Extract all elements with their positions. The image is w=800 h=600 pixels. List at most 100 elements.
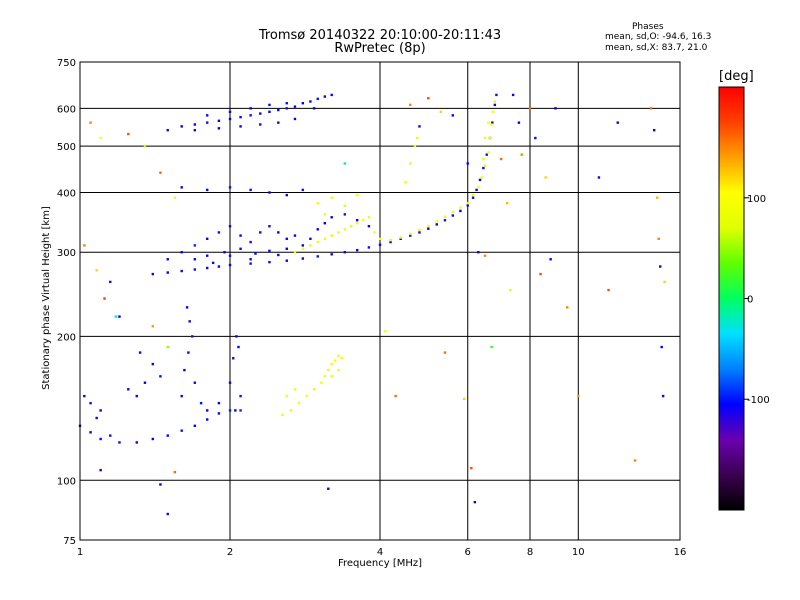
echo-point [151, 362, 155, 366]
echo-point [528, 107, 532, 110]
echo-point [435, 220, 438, 223]
echo-point [316, 228, 319, 231]
colorbar [718, 86, 745, 511]
echo-point [103, 297, 106, 300]
echo-point [491, 121, 494, 124]
echo-point [268, 110, 271, 114]
echo-point [217, 265, 221, 268]
echo-point [415, 136, 419, 140]
echo-point [138, 351, 142, 354]
echo-point [249, 107, 252, 110]
echo-point [193, 424, 197, 428]
echo-point [355, 193, 359, 197]
echo-point [663, 280, 666, 284]
echo-point [478, 178, 482, 182]
echo-point [268, 225, 271, 228]
echo-point [323, 95, 327, 98]
echo-point [187, 351, 190, 354]
y-tick-label: 75 [63, 536, 76, 547]
y-axis: 75 100 200 300 400 500 600 750 [57, 58, 76, 547]
echo-point [95, 269, 98, 272]
echo-point [183, 368, 186, 372]
echo-point [301, 188, 305, 192]
echo-point [355, 248, 359, 252]
echo-point [180, 269, 183, 273]
echo-point [470, 466, 473, 470]
echo-point [191, 335, 194, 338]
echo-point [462, 397, 466, 401]
echo-point [384, 330, 387, 333]
echo-point [249, 258, 252, 261]
echo-point [544, 176, 547, 179]
x-tick-label: 10 [572, 547, 585, 558]
echo-point [487, 151, 490, 154]
echo-point [483, 164, 487, 167]
echo-point [427, 96, 430, 100]
y-tick-label: 200 [57, 332, 76, 343]
echo-point [235, 335, 238, 338]
echo-point [239, 125, 242, 128]
echo-point [239, 409, 242, 412]
echo-point [655, 196, 659, 199]
echo-point [228, 186, 232, 189]
y-tick-label: 100 [57, 476, 76, 487]
echo-point [249, 114, 252, 117]
echo-point [337, 368, 340, 372]
echo-point [217, 401, 221, 405]
colorbar-ticks: 100 0 -100 [744, 194, 770, 406]
echo-point [193, 244, 197, 247]
echo-point [217, 231, 221, 234]
echo-point [492, 110, 495, 114]
echo-point [228, 110, 232, 114]
echo-point [466, 162, 469, 165]
echo-point [151, 437, 155, 441]
echo-point [135, 441, 138, 444]
echo-point [337, 354, 340, 358]
echo-point [268, 249, 271, 253]
echo-point [657, 237, 660, 241]
echo-point [367, 225, 371, 228]
echo-point [293, 105, 297, 108]
echo-point [320, 381, 323, 384]
echo-point [205, 237, 209, 241]
echo-point [477, 186, 480, 189]
echo-point [293, 251, 297, 254]
echo-point [399, 236, 402, 239]
echo-point [323, 213, 327, 216]
echo-point [228, 225, 232, 228]
echo-point [89, 401, 92, 405]
echo-point [340, 357, 343, 360]
phases-x-stats: mean, sd,X: 83.7, 21.0 [605, 43, 708, 53]
echo-point [477, 251, 480, 254]
echo-point [277, 253, 280, 257]
echo-point [337, 231, 340, 234]
echo-point [127, 132, 130, 136]
echo-point [199, 401, 203, 405]
echo-point [285, 237, 288, 241]
echo-point [330, 216, 333, 219]
echo-point [633, 459, 637, 462]
echo-point [459, 209, 462, 213]
echo-point [228, 254, 232, 257]
echo-point [483, 136, 487, 140]
y-tick-label: 500 [57, 142, 76, 153]
echo-point [239, 115, 242, 119]
echo-point [180, 251, 183, 254]
echo-point [249, 240, 252, 244]
echo-point [180, 125, 183, 128]
phases-o-stats: mean, sd,O: -94.6, 16.3 [605, 32, 712, 42]
echo-point [89, 121, 92, 124]
echo-point [312, 107, 316, 110]
colorbar-tick-label: -100 [747, 395, 770, 406]
echo-point [193, 258, 197, 261]
grid-lines [80, 62, 680, 540]
x-tick-label: 6 [465, 547, 471, 558]
echo-point [439, 110, 443, 114]
echo-point [355, 219, 359, 222]
echo-point [493, 103, 497, 107]
echo-point [277, 108, 280, 112]
echo-point [143, 144, 147, 148]
echo-point [389, 240, 392, 244]
echo-point [180, 394, 183, 398]
echo-point [378, 237, 382, 241]
